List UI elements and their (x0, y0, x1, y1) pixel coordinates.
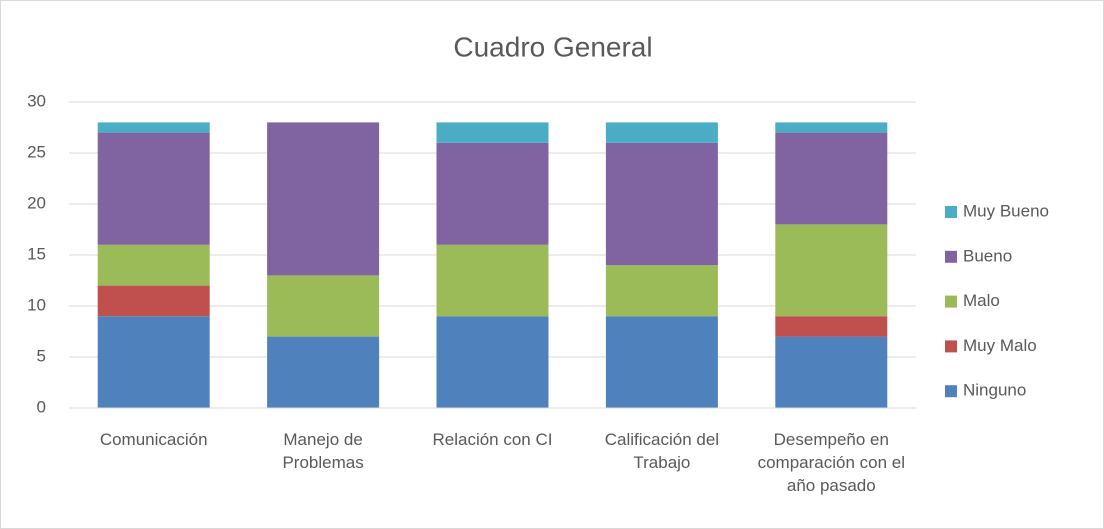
bar-segment (775, 122, 888, 133)
legend-swatch (945, 250, 957, 263)
bar-segment (436, 316, 549, 408)
legend-swatch (945, 340, 957, 353)
bar-segment (775, 336, 888, 408)
legend-label: Muy Bueno (963, 201, 1049, 220)
y-tick-label: 25 (27, 142, 46, 161)
bar-segment (436, 244, 549, 317)
bar-segment (267, 275, 380, 337)
bar-segment (97, 132, 210, 245)
y-tick-label: 0 (37, 397, 46, 416)
x-tick-label: Comunicación (99, 430, 208, 449)
bar-segment (267, 336, 380, 408)
legend-swatch (945, 206, 957, 218)
x-tick-label: Desempeño en comparación con el año pasa… (757, 430, 905, 495)
x-tick-label: Calificación del Trabajo (604, 430, 720, 472)
x-tick-label: Manejo de Problemas (282, 430, 364, 472)
bar-segment (97, 285, 210, 317)
bar-segment (97, 244, 210, 286)
bar-segment (605, 316, 718, 408)
legend-swatch (945, 295, 957, 308)
y-tick-label: 30 (27, 91, 46, 110)
bar-segment (775, 316, 888, 337)
chart-title: Cuadro General (453, 31, 652, 62)
bar-segment (436, 122, 549, 143)
y-tick-label: 15 (27, 244, 46, 263)
bar-segment (605, 265, 718, 317)
x-tick-label: Relación con CI (432, 430, 553, 449)
legend-label: Malo (963, 291, 1000, 310)
legend-label: Bueno (963, 246, 1012, 265)
legend-swatch (945, 385, 957, 398)
bar-segment (97, 316, 210, 408)
legend-label: Muy Malo (963, 336, 1037, 355)
y-tick-label: 10 (27, 295, 46, 314)
bar-segment (605, 142, 718, 266)
y-tick-label: 20 (27, 193, 46, 212)
bar-segment (436, 142, 549, 245)
bar-segment (267, 122, 380, 276)
bar-segment (775, 224, 888, 317)
bar-segment (97, 122, 210, 133)
bar-segment (605, 122, 718, 143)
legend-label: Ninguno (963, 381, 1026, 400)
y-tick-label: 5 (37, 346, 46, 365)
bar-segment (775, 132, 888, 225)
